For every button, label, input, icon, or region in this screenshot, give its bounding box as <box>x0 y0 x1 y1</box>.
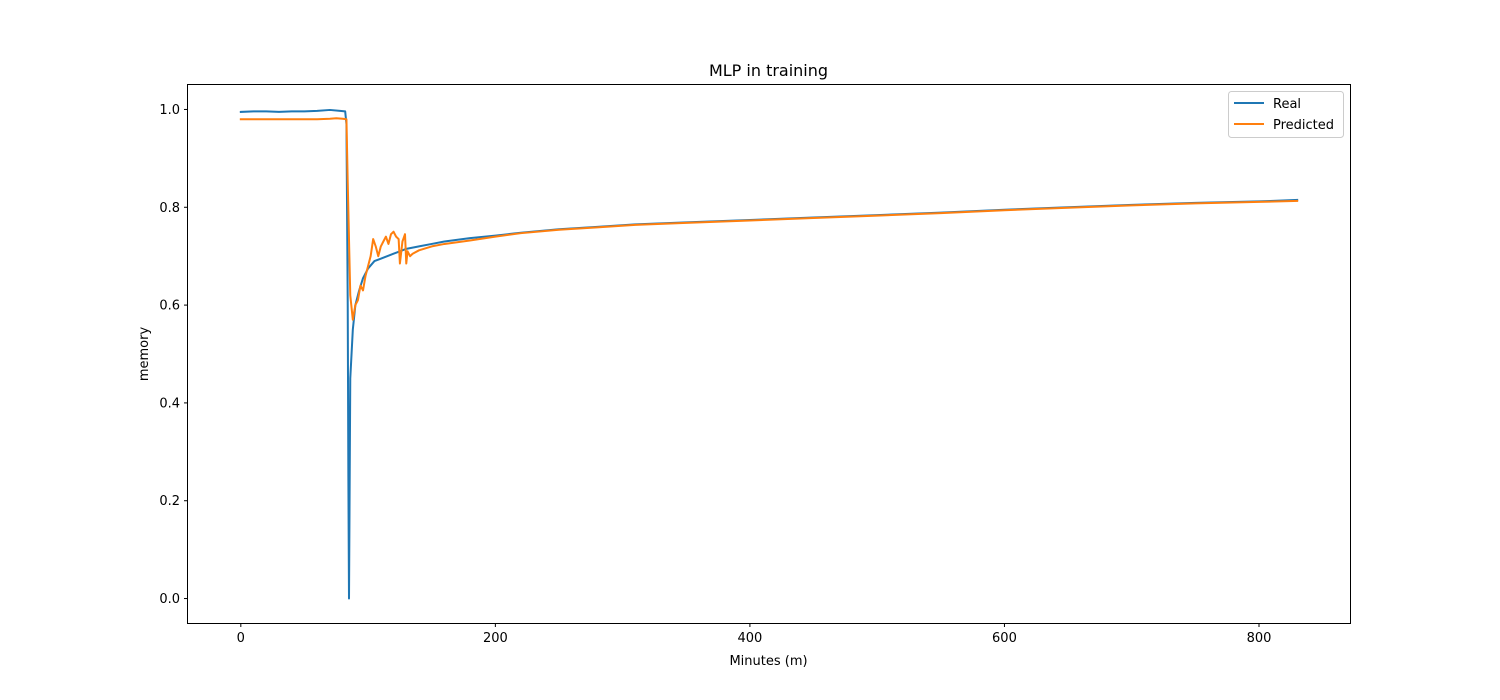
y-axis-ticks: 0.0 0.2 0.4 0.6 0.8 1.0 <box>159 103 188 607</box>
x-axis-ticks: 0 200 400 600 800 <box>237 623 1272 646</box>
y-tick-label: 0.8 <box>159 201 180 216</box>
legend-label-predicted: Predicted <box>1273 118 1334 133</box>
x-tick-label: 600 <box>992 631 1017 646</box>
series-line-predicted <box>239 117 1299 321</box>
y-tick-label: 0.6 <box>159 299 180 314</box>
plot-frame <box>187 84 1351 624</box>
x-tick-label: 800 <box>1247 631 1272 646</box>
x-tick-label: 400 <box>737 631 762 646</box>
y-tick-label: 0.4 <box>159 396 180 411</box>
series-line-real <box>239 108 1299 600</box>
legend-label-real: Real <box>1273 97 1301 112</box>
y-tick-label: 0.2 <box>159 494 180 509</box>
y-tick-label: 0.0 <box>159 592 180 607</box>
y-tick-label: 1.0 <box>159 103 180 118</box>
y-axis-label: memory <box>137 327 152 382</box>
legend: Real Predicted <box>1228 91 1344 138</box>
x-tick-label: 200 <box>483 631 508 646</box>
plot-area <box>239 108 1299 600</box>
x-tick-label: 0 <box>237 631 245 646</box>
chart-title: MLP in training <box>709 61 828 80</box>
x-axis-label: Minutes (m) <box>729 654 807 669</box>
